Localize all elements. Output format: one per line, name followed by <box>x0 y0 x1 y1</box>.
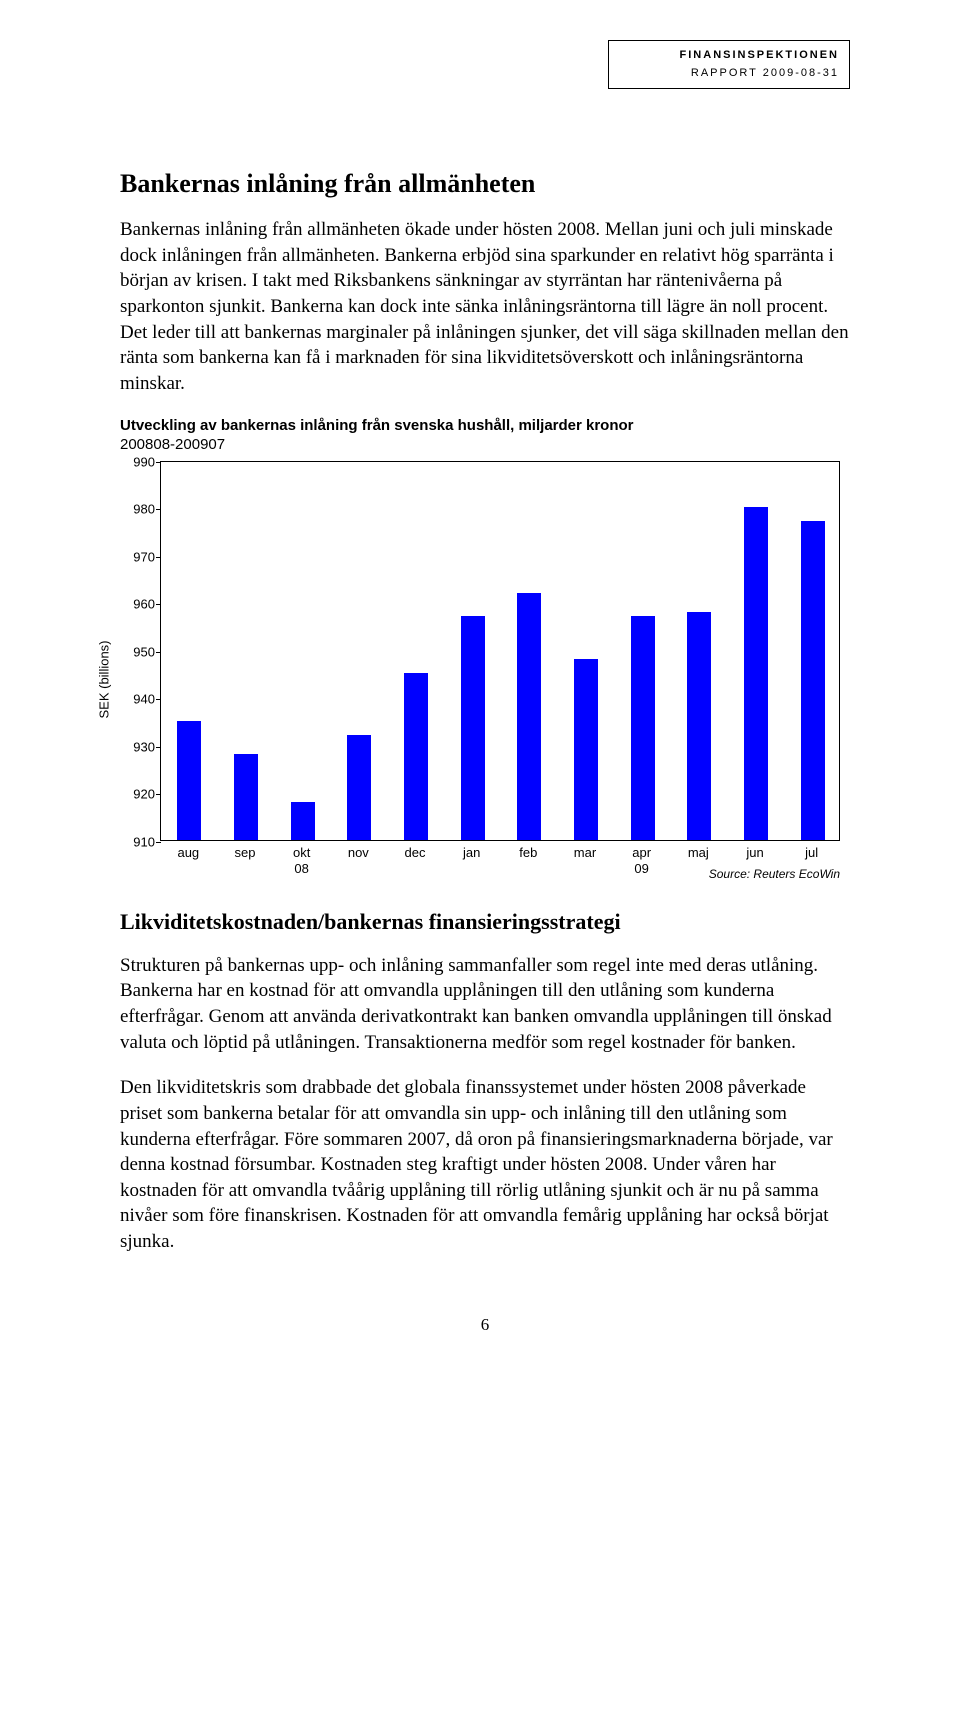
xtick-label: jan <box>463 845 480 861</box>
document-header-box: FINANSINSPEKTIONEN RAPPORT 2009-08-31 <box>608 40 850 89</box>
xtick-label: mar <box>574 845 596 861</box>
chart-bar <box>177 721 201 840</box>
xtick-label: okt08 <box>293 845 310 878</box>
xtick-label: jun <box>746 845 763 861</box>
body-paragraph-3: Den likviditetskris som drabbade det glo… <box>120 1075 850 1254</box>
header-doc: RAPPORT 2009-08-31 <box>619 65 839 83</box>
chart-ylabel: SEK (billions) <box>97 640 112 718</box>
ytick-label: 940 <box>125 692 155 707</box>
chart-bar <box>517 593 541 840</box>
chart-bar <box>291 802 315 840</box>
ytick-label: 960 <box>125 597 155 612</box>
chart-plot-area: 910920930940950960970980990 <box>160 461 840 841</box>
chart-subtitle: 200808-200907 <box>120 436 850 453</box>
chart-bar <box>687 612 711 840</box>
ytick-label: 980 <box>125 502 155 517</box>
chart-source: Source: Reuters EcoWin <box>709 867 840 881</box>
xtick-label: nov <box>348 845 369 861</box>
chart-bar <box>347 735 371 840</box>
ytick-label: 990 <box>125 454 155 469</box>
chart-bar <box>234 754 258 840</box>
chart-xaxis: Source: Reuters EcoWin aug sep okt08 nov dec… <box>160 841 840 883</box>
header-org: FINANSINSPEKTIONEN <box>619 47 839 65</box>
deposits-bar-chart: SEK (billions) 9109209309409509609709809… <box>120 461 850 883</box>
xtick-label: jul <box>805 845 818 861</box>
xtick-label: sep <box>235 845 256 861</box>
chart-bar <box>461 616 485 839</box>
ytick-label: 920 <box>125 787 155 802</box>
ytick-label: 910 <box>125 834 155 849</box>
chart-bar <box>801 521 825 839</box>
chart-bar <box>574 659 598 840</box>
xtick-label: dec <box>405 845 426 861</box>
chart-bar <box>631 616 655 839</box>
ytick-label: 950 <box>125 644 155 659</box>
xtick-label: maj <box>688 845 709 861</box>
body-paragraph-2: Strukturen på bankernas upp- och inlånin… <box>120 953 850 1056</box>
xtick-label: aug <box>177 845 199 861</box>
xtick-label: feb <box>519 845 537 861</box>
chart-title: Utveckling av bankernas inlåning från sv… <box>120 417 850 434</box>
section-heading-inlaning: Bankernas inlåning från allmänheten <box>120 169 850 199</box>
page-number: 6 <box>120 1315 850 1335</box>
chart-bar <box>744 507 768 840</box>
ytick-label: 970 <box>125 549 155 564</box>
ytick-label: 930 <box>125 739 155 754</box>
xtick-label: apr09 <box>632 845 651 878</box>
section-heading-likviditet: Likviditetskostnaden/bankernas finansier… <box>120 909 850 935</box>
body-paragraph-1: Bankernas inlåning från allmänheten ökad… <box>120 217 850 396</box>
chart-bar <box>404 673 428 839</box>
